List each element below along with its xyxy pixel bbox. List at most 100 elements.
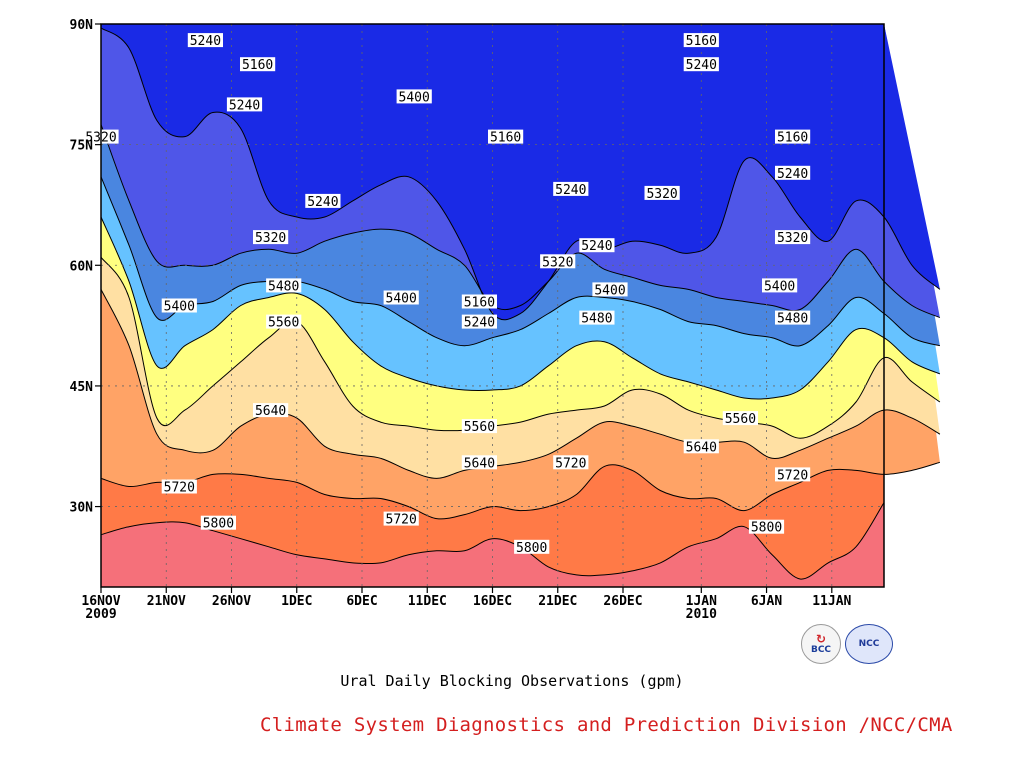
contour-label: 5240 [229,98,260,113]
contour-label-box [383,511,419,526]
contour-label-box [579,310,615,325]
x-tick-label: 1DEC [281,594,312,609]
contour-label-box [461,419,497,434]
bcc-logo-text: BCC [810,645,832,655]
contour-label-box [226,97,263,112]
contour-label: 5480 [777,312,808,327]
contour-label-box [775,230,811,245]
contour-line-5560 [100,256,941,439]
x-tick-label: 16NOV [81,594,120,609]
contour-line-5720 [100,461,941,520]
x-tick-label: 26NOV [212,594,251,609]
contour-label: 5640 [686,440,717,455]
x-tick-label: 11JAN [812,594,851,609]
contour-label-box [488,129,524,144]
contour-label-box [592,282,628,297]
x-tick-sublabel: 2009 [85,607,116,622]
contour-label: 5320 [255,231,286,246]
contour-label-box [553,455,589,470]
chart-subtitle: Climate System Diagnostics and Predictio… [260,714,953,736]
contour-label-box [200,515,236,530]
contour-label-box [396,89,432,104]
contour-label-box [461,294,497,309]
contour-label: 5240 [777,167,808,182]
ncc-logo-text: NCC [858,639,880,649]
contour-lines [100,27,941,580]
contour-label: 5720 [555,456,586,471]
contour-label: 5240 [555,183,586,198]
contour-label-box [161,298,197,313]
contour-line-5480 [100,216,941,400]
contour-label-box [161,479,197,494]
y-tick-label: 90N [70,18,94,33]
contour-label: 5720 [386,513,417,528]
chart-title: Ural Daily Blocking Observations (gpm) [340,672,684,690]
contour-label: 5160 [464,296,495,311]
contour-label: 5240 [307,195,338,210]
contour-label-box [461,314,497,329]
x-tick-sublabel: 2010 [686,607,717,622]
x-tick-label: 6DEC [346,594,377,609]
contour-label: 5720 [777,468,808,483]
contour-label-box [240,57,276,72]
contour-label-box [266,314,302,329]
contour-label: 5320 [542,255,573,270]
contour-label: 5160 [242,58,273,73]
contour-line-5640 [100,289,941,479]
bcc-logo-swirl-icon: ↻ [815,632,827,646]
x-tick-label: 6JAN [751,594,782,609]
contour-line-5400 [100,176,941,347]
contour-label-box [253,230,289,245]
contour-label-box [305,193,341,208]
contour-label: 5560 [464,420,495,435]
contour-label: 5800 [203,517,234,532]
contour-label-box [762,278,798,293]
contour-label: 5400 [594,283,625,298]
contour-label: 5240 [581,239,612,254]
contour-label-box [683,57,719,72]
contour-label-box [775,129,811,144]
contour-label-box [775,310,811,325]
contour-line-5320 [100,124,941,319]
contour-label: 5400 [399,90,430,105]
contour-label: 5720 [164,481,195,496]
contour-labels: 5240 5160 5240 5320 5240 5320 5400 5480 5560 5640… [83,33,811,556]
contour-label: 5400 [164,300,195,315]
y-tick-label: 75N [70,139,94,154]
contour-label: 5400 [764,279,795,294]
x-tick-label: 16DEC [473,594,512,609]
contour-label-box [540,254,576,269]
contour-label-box [748,519,785,534]
contour-label-box [775,165,811,180]
contour-label: 5240 [190,34,221,49]
contour-label: 5160 [686,34,717,49]
contour-label: 5800 [516,541,547,556]
contour-label-box [253,403,289,418]
contour-label: 5560 [725,412,756,427]
contour-label: 5480 [581,312,612,327]
contour-label: 5800 [751,521,782,536]
x-tick-label: 1JAN [686,594,717,609]
bcc-logo: ↻ BCC [801,624,841,664]
contour-label: 5480 [268,279,299,294]
contour-label: 5240 [464,316,495,331]
contour-label: 5400 [386,292,417,307]
y-tick-label: 45N [70,380,94,395]
contour-label-box [266,278,302,293]
y-tick-label: 60N [70,259,94,274]
contour-label-box [461,455,497,470]
x-tick-label: 26DEC [603,594,642,609]
contour-label-box [722,411,758,426]
contour-label: 5640 [464,456,495,471]
contour-label-box [579,238,615,253]
contour-label-box [683,33,719,48]
contour-label: 5640 [255,404,286,419]
band-above-5240 [101,24,940,320]
contour-label-box [644,185,680,200]
x-tick-label: 21NOV [147,594,186,609]
contour-label: 5160 [777,131,808,146]
x-tick-label: 11DEC [408,594,447,609]
contour-label: 5240 [686,58,717,73]
